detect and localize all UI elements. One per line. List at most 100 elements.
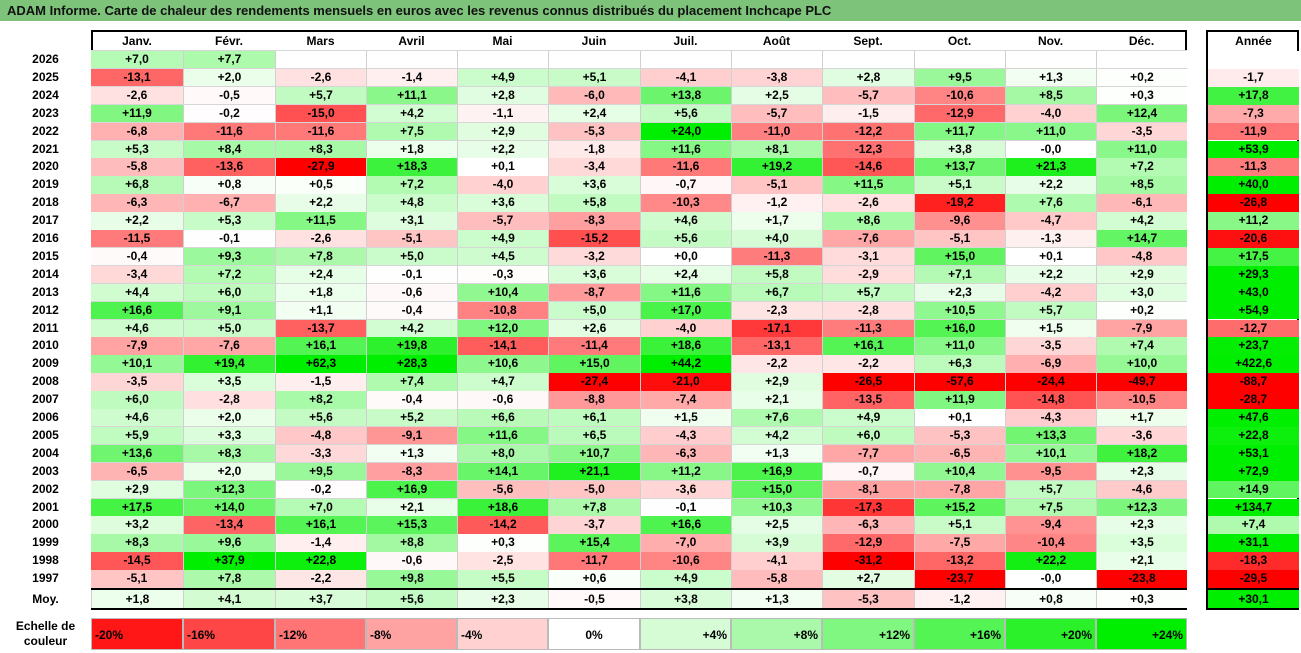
heatmap-cell: +2,2 xyxy=(1005,265,1096,284)
heatmap-cell: +2,2 xyxy=(91,212,183,230)
heatmap-cell: -10,6 xyxy=(640,552,731,571)
heatmap-cell: +4,6 xyxy=(640,212,731,230)
heatmap-cell: +10,6 xyxy=(457,355,548,374)
heatmap-cell: -0,7 xyxy=(822,462,914,481)
heatmap-cell: +1,3 xyxy=(731,444,822,463)
heatmap-cell: +7,6 xyxy=(731,409,822,427)
heatmap-cell: -2,2 xyxy=(275,570,366,588)
heatmap-cell: -6,5 xyxy=(914,444,1005,463)
heatmap-cell: +11,2 xyxy=(640,462,731,481)
heatmap-cell: -7,0 xyxy=(640,534,731,553)
heatmap-cell: +2,3 xyxy=(914,283,1005,302)
heatmap-cell: +7,4 xyxy=(366,373,457,392)
annual-cell: -11,3 xyxy=(1208,158,1299,177)
row-year-label: 2001 xyxy=(32,499,59,514)
heatmap-cell: -31,2 xyxy=(822,552,914,571)
heatmap-cell: +2,5 xyxy=(731,86,822,105)
heatmap-cell: +2,8 xyxy=(822,68,914,87)
average-cell: +4,1 xyxy=(183,590,275,608)
legend-swatch: -8% xyxy=(366,618,457,650)
heatmap-cell: +4,9 xyxy=(457,68,548,87)
heatmap-cell: +10,4 xyxy=(914,462,1005,481)
row-year-label: 2025 xyxy=(32,69,59,84)
heatmap-cell: +6,6 xyxy=(457,409,548,427)
heatmap-cell: +8,3 xyxy=(91,534,183,553)
heatmap-cell: -11,3 xyxy=(731,247,822,266)
heatmap-cell: +5,1 xyxy=(914,516,1005,535)
heatmap-cell: +3,5 xyxy=(183,373,275,392)
heatmap-cell: -4,1 xyxy=(731,552,822,571)
heatmap-cell: +2,4 xyxy=(548,104,640,123)
average-separator-annual xyxy=(1208,588,1299,590)
heatmap-cell: -7,9 xyxy=(1096,319,1187,338)
heatmap-cell: +11,7 xyxy=(914,122,1005,141)
row-year-label: 2011 xyxy=(32,320,59,335)
heatmap-cell: +9,5 xyxy=(275,462,366,481)
heatmap-cell: -13,1 xyxy=(91,68,183,87)
heatmap-cell: -2,6 xyxy=(275,68,366,87)
heatmap-cell: -1,5 xyxy=(275,373,366,392)
heatmap-cell: -0,2 xyxy=(183,104,275,123)
row-year-label: 2002 xyxy=(32,481,59,496)
heatmap-cell: +6,0 xyxy=(822,426,914,445)
heatmap-cell: +4,2 xyxy=(366,104,457,123)
row-year-label: 2010 xyxy=(32,338,59,353)
heatmap-cell: -11,6 xyxy=(640,158,731,177)
heatmap-cell: +18,3 xyxy=(366,158,457,177)
heatmap-cell xyxy=(275,51,366,69)
row-year-label: 2012 xyxy=(32,302,59,317)
heatmap-cell xyxy=(366,51,457,69)
heatmap-cell: +62,3 xyxy=(275,355,366,374)
heatmap-cell: -0,4 xyxy=(366,301,457,320)
annual-cell: +40,0 xyxy=(1208,176,1299,195)
heatmap-cell: +17,5 xyxy=(91,498,183,517)
heatmap-cell: -8,1 xyxy=(822,480,914,499)
heatmap-cell: +15,4 xyxy=(548,534,640,553)
average-cell: +5,6 xyxy=(366,590,457,608)
heatmap-cell: +0,6 xyxy=(548,570,640,588)
heatmap-cell: -3,6 xyxy=(640,480,731,499)
average-annual-cell: +30,1 xyxy=(1208,590,1299,608)
heatmap-cell: +5,3 xyxy=(91,140,183,159)
legend-swatch: +4% xyxy=(640,618,731,650)
heatmap-cell: -5,1 xyxy=(914,230,1005,248)
row-year-label: 2018 xyxy=(32,195,59,210)
heatmap-cell: +2,7 xyxy=(822,570,914,588)
heatmap-cell: -4,6 xyxy=(1096,480,1187,499)
legend-swatch: -16% xyxy=(183,618,275,650)
row-year-label: 1999 xyxy=(32,535,59,550)
heatmap-cell: +0,3 xyxy=(457,534,548,553)
heatmap-cell: +5,9 xyxy=(91,426,183,445)
heatmap-cell: +8,3 xyxy=(183,444,275,463)
heatmap-cell: -0,1 xyxy=(183,230,275,248)
heatmap-cell: -4,8 xyxy=(275,426,366,445)
average-cell: +3,8 xyxy=(640,590,731,608)
heatmap-cell: +3,9 xyxy=(731,534,822,553)
heatmap-cell: -3,8 xyxy=(731,68,822,87)
annual-cell: +134,7 xyxy=(1208,498,1299,517)
average-cell: -1,2 xyxy=(914,590,1005,608)
heatmap-cell: -6,3 xyxy=(822,516,914,535)
heatmap-cell: +3,6 xyxy=(548,265,640,284)
heatmap-cell: +5,1 xyxy=(548,68,640,87)
column-header: Nov. xyxy=(1037,34,1064,48)
heatmap-cell: -12,9 xyxy=(822,534,914,553)
heatmap-cell: +21,1 xyxy=(548,462,640,481)
heatmap-cell: -3,7 xyxy=(548,516,640,535)
heatmap-cell: +7,5 xyxy=(366,122,457,141)
heatmap-cell: +4,0 xyxy=(731,230,822,248)
heatmap-cell: -0,4 xyxy=(366,391,457,409)
heatmap-cell: -12,9 xyxy=(914,104,1005,123)
heatmap-cell: +13,8 xyxy=(640,86,731,105)
heatmap-cell: +0,2 xyxy=(1096,68,1187,87)
heatmap-cell: +17,0 xyxy=(640,301,731,320)
heatmap-cell: -5,3 xyxy=(548,122,640,141)
heatmap-cell: -5,7 xyxy=(731,104,822,123)
heatmap-cell: +0,2 xyxy=(1096,301,1187,320)
heatmap-cell: +8,5 xyxy=(1096,176,1187,195)
annual-cell: -1,7 xyxy=(1208,68,1299,87)
row-year-label: 2014 xyxy=(32,266,59,281)
heatmap-cell: +2,8 xyxy=(457,86,548,105)
heatmap-cell: -7,9 xyxy=(91,337,183,356)
heatmap-cell: +0,1 xyxy=(914,409,1005,427)
